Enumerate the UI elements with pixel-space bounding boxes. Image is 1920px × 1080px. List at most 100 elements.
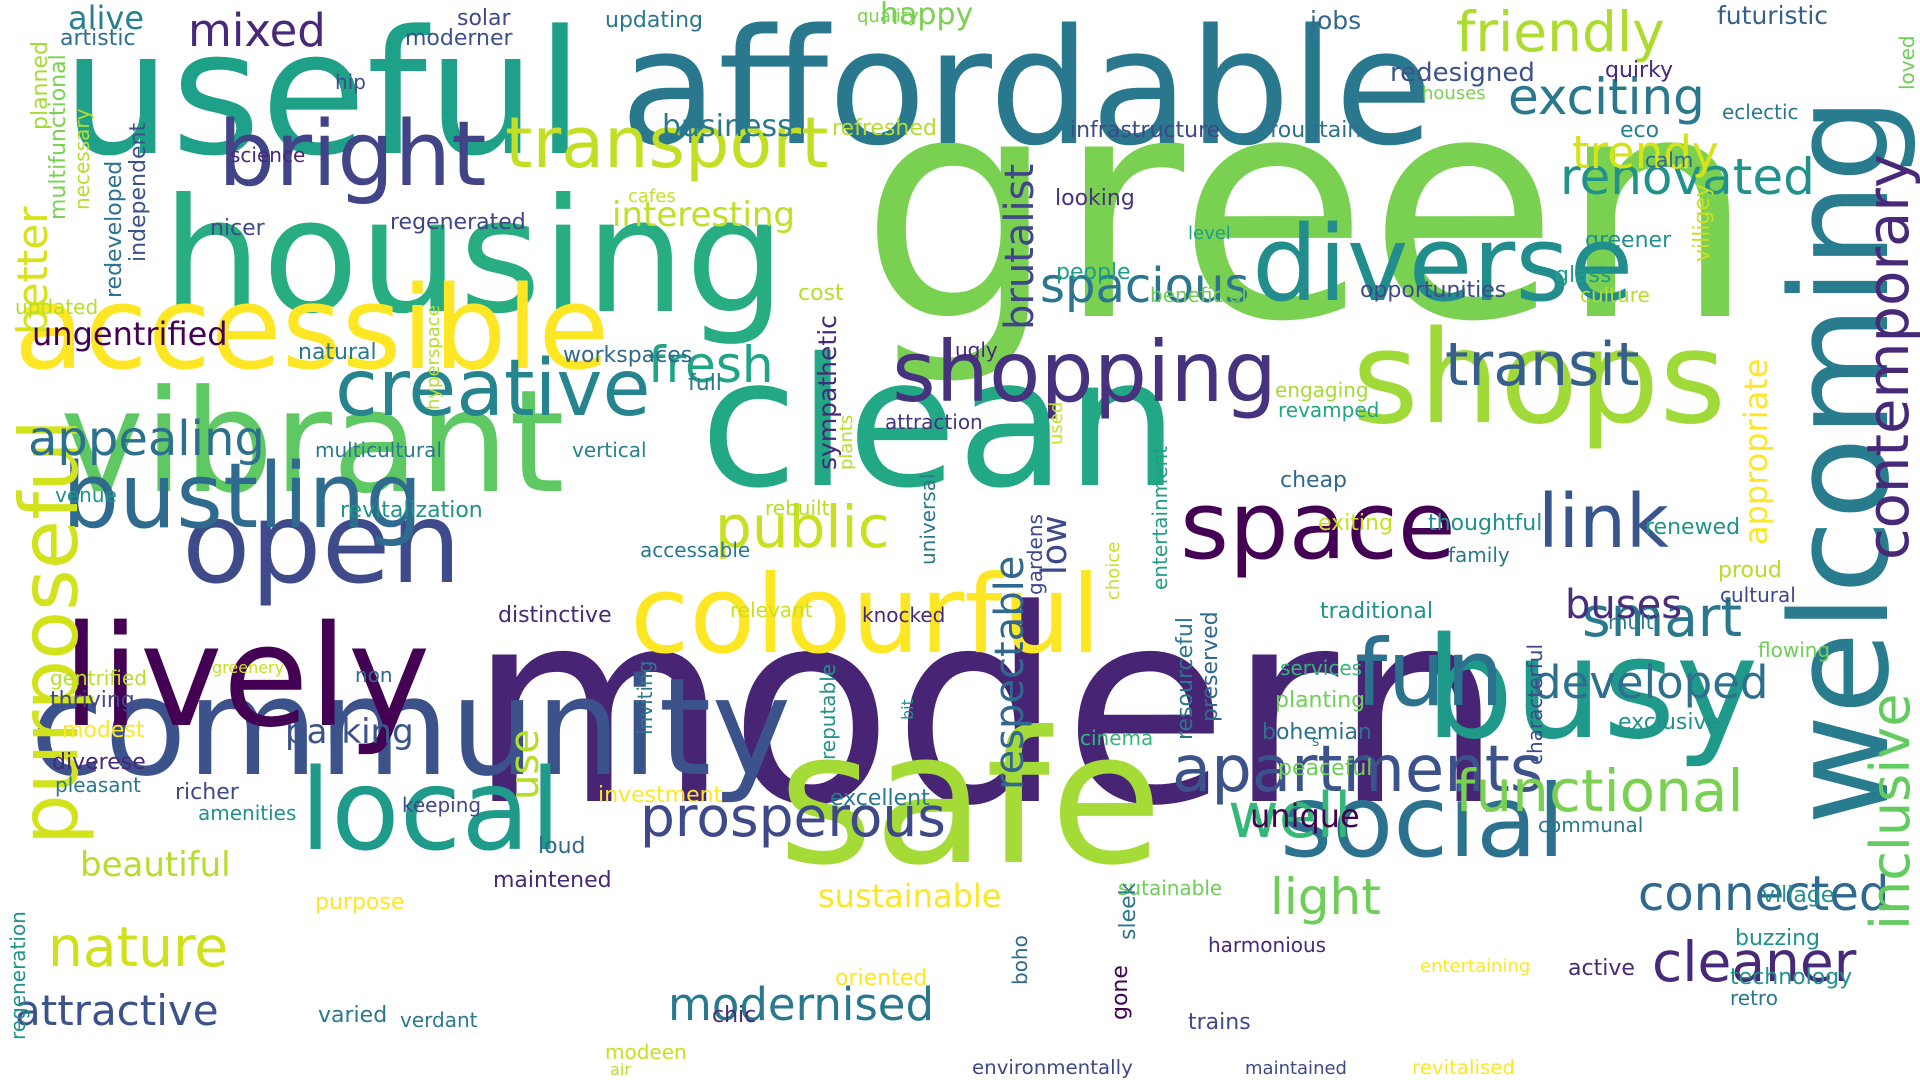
cloud-word-bit: bit (898, 699, 917, 720)
cloud-word-multicultural: multicultural (315, 438, 442, 462)
cloud-word-non: non (355, 663, 393, 687)
cloud-word-venue: venue (55, 483, 117, 507)
cloud-word-independent: independent (126, 122, 151, 262)
cloud-word-green: green (860, 29, 1756, 390)
cloud-word-community: community (30, 649, 792, 806)
cloud-word-modern: modern (468, 553, 1504, 865)
cloud-word-futuristic: futuristic (1717, 1, 1829, 30)
cloud-word-plants: plants (836, 414, 857, 470)
cloud-word-nature: nature (48, 915, 229, 979)
cloud-word-opportunities: opportunities (1360, 278, 1507, 303)
cloud-word-shopping: shopping (892, 323, 1277, 421)
cloud-word-culture: culture (1580, 283, 1650, 307)
cloud-word-clean: clean (700, 320, 1179, 527)
cloud-word-services: services (1280, 656, 1363, 680)
cloud-word-parking: parking (285, 712, 414, 752)
cloud-word-boho: boho (1008, 935, 1032, 985)
cloud-word-sustainable: sustainable (818, 877, 1002, 915)
cloud-word-lively: lively (62, 596, 431, 759)
cloud-word-entertaining: entertaining (1420, 956, 1531, 977)
cloud-word-affordable: affordable (620, 0, 1434, 181)
cloud-word-retro: retro (1730, 986, 1778, 1010)
cloud-word-pleasant: pleasant (55, 773, 142, 797)
cloud-word-keeping: keeping (402, 793, 482, 817)
cloud-word-amenities: amenities (198, 801, 297, 825)
cloud-word-modest: modest (62, 718, 145, 743)
cloud-word-chic: chic (712, 1003, 757, 1028)
cloud-word-contemporary: contemporary (1855, 153, 1920, 560)
cloud-word-exiting: exiting (1318, 511, 1393, 536)
cloud-word-bright: bright (218, 102, 487, 207)
cloud-word-redesigned: redesigned (1390, 58, 1535, 88)
cloud-word-fun: fun (1355, 620, 1505, 727)
cloud-word-appealing: appealing (28, 411, 265, 467)
cloud-word-ungentrified: ungentrified (32, 315, 228, 353)
cloud-word-happy: happy (880, 0, 974, 32)
cloud-word-beautiful: beautiful (80, 845, 231, 885)
cloud-word-proud: proud (1718, 558, 1782, 583)
cloud-word-quirky: quirky (1605, 58, 1674, 83)
cloud-word-diverse: diverse (1252, 203, 1634, 325)
cloud-word-fountain: fountain (1270, 118, 1362, 143)
cloud-word-oriented: oriented (835, 966, 928, 991)
cloud-word-full: full (688, 371, 722, 396)
cloud-word-relevant: relevant (730, 598, 813, 622)
cloud-word-solar: solar (457, 6, 511, 31)
cloud-word-use: use (502, 729, 548, 800)
cloud-word-greenery: greenery (212, 658, 285, 677)
cloud-word-trendy: trendy (1572, 126, 1719, 179)
cloud-word-trains: trains (1188, 1010, 1251, 1035)
cloud-word-social: social (1280, 763, 1566, 880)
cloud-word-gardens: gardens (1023, 514, 1047, 595)
cloud-word-varied: varied (318, 1003, 388, 1028)
cloud-word-air: air (610, 1059, 632, 1079)
cloud-word-bustling: bustling (62, 444, 423, 549)
cloud-word-maintained: maintained (1245, 1058, 1347, 1079)
cloud-word-busy: busy (1425, 608, 1759, 771)
cloud-word-planting: planting (1275, 688, 1366, 713)
cloud-word-colourful: colourful (630, 553, 1101, 678)
cloud-word-accessible: accessible (14, 262, 610, 396)
cloud-word-jobs: jobs (1310, 6, 1362, 35)
cloud-word-richer: richer (175, 780, 239, 805)
cloud-word-thriving: thriving (50, 688, 135, 713)
cloud-word-choice: choice (1103, 541, 1124, 600)
cloud-word-space: space (1180, 472, 1456, 581)
cloud-word-revamped: revamped (1278, 398, 1380, 422)
cloud-word-useful: useful (62, 0, 584, 194)
cloud-word-alive: alive (68, 0, 145, 37)
cloud-word-workspaces: workspaces (563, 343, 693, 368)
cloud-word-modeen: modeen (605, 1040, 687, 1064)
cloud-word-excellent: excellent (830, 786, 930, 811)
cloud-word-redeveloped: redeveloped (102, 160, 127, 298)
cloud-word-regeneration: regeneration (6, 911, 30, 1040)
cloud-word-artistic: artistic (60, 26, 136, 51)
cloud-word-friendly: friendly (1456, 0, 1665, 64)
cloud-word-revitalization: revitalization (340, 498, 483, 523)
cloud-word-reputable: reputable (816, 663, 840, 760)
cloud-word-distinctive: distinctive (498, 603, 612, 628)
cloud-word-villigey: villigey (1690, 184, 1715, 262)
cloud-word-characterful: characterful (1523, 643, 1547, 765)
cloud-word-public: public (715, 493, 890, 561)
cloud-word-cleaner: cleaner (1652, 930, 1857, 994)
cloud-word-glass: glass (1555, 263, 1612, 288)
cloud-word-thoughtful: thoughtful (1428, 511, 1543, 536)
cloud-word-universal: universal (916, 473, 940, 565)
cloud-word-accessable: accessable (640, 538, 751, 562)
cloud-word-unique: unique (1250, 797, 1360, 835)
cloud-word-verdant: verdant (400, 1008, 478, 1032)
cloud-word-natural: natural (298, 340, 377, 365)
cloud-word-multifunctional: multifunctional (46, 54, 71, 220)
cloud-word-loved: loved (1895, 35, 1919, 90)
cloud-word-open: open (182, 479, 462, 609)
cloud-word-attractive: attractive (15, 986, 219, 1035)
cloud-word-investment: investment (598, 783, 723, 808)
cloud-word-hyperspace: hyperspace (423, 305, 444, 410)
cloud-word-revitalised: revitalised (1412, 1056, 1515, 1080)
cloud-word-level: level (1188, 223, 1231, 244)
cloud-word-sutainable: sutainable (1118, 876, 1223, 900)
cloud-word-buzzing: buzzing (1735, 926, 1821, 951)
cloud-word-gentrified: gentrified (50, 666, 147, 690)
cloud-word-moderner: moderner (405, 26, 513, 51)
